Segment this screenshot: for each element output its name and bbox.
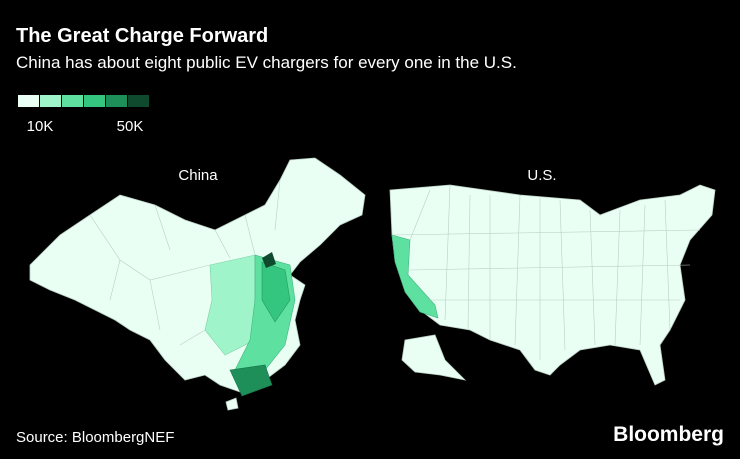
brand-logo: Bloomberg: [613, 423, 724, 446]
china-map: [29, 157, 366, 411]
legend: [18, 95, 149, 107]
source: Source: BloombergNEF: [16, 429, 174, 446]
legend-label: 10K: [27, 118, 54, 135]
china-region: [229, 364, 273, 397]
legend-swatch: [128, 95, 149, 107]
legend-swatch: [40, 95, 61, 107]
china-region: [262, 252, 276, 268]
alaska: [401, 334, 467, 381]
legend-swatch: [62, 95, 83, 107]
legend-label: 50K: [117, 118, 144, 135]
legend-swatch: [84, 95, 105, 107]
us-outline: [389, 184, 716, 386]
map-label: China: [178, 167, 218, 184]
california: [391, 234, 439, 319]
china-region: [261, 261, 291, 323]
subtitle: China has about eight public EV chargers…: [16, 53, 517, 72]
us-borders: [391, 184, 701, 360]
title: The Great Charge Forward: [16, 25, 268, 47]
us-map: [389, 184, 716, 386]
legend-swatch: [106, 95, 127, 107]
map-label: U.S.: [527, 167, 556, 184]
china-borders: [89, 179, 281, 346]
hainan: [225, 397, 239, 411]
legend-swatch: [18, 95, 39, 107]
